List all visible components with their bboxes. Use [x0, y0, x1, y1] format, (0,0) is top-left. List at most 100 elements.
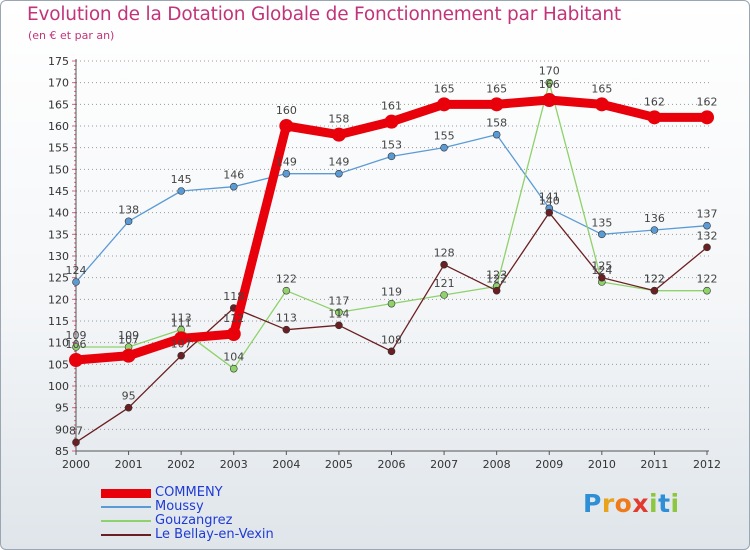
data-point [545, 208, 554, 217]
x-tick-label: 2001 [115, 458, 143, 471]
data-point [384, 114, 399, 129]
legend: COMMENY Moussy Gouzangrez Le Bellay-en-Vexi… [101, 486, 274, 542]
data-point [594, 97, 609, 112]
data-label: 109 [66, 329, 87, 342]
data-point [440, 143, 448, 152]
data-label: 145 [171, 173, 192, 186]
legend-item: Moussy [101, 500, 274, 514]
y-tick-label: 105 [48, 358, 69, 371]
data-label: 113 [171, 312, 192, 325]
data-point [440, 260, 448, 269]
data-point [647, 110, 662, 125]
data-label: 146 [223, 169, 244, 182]
data-label: 149 [328, 156, 349, 169]
legend-swatch [101, 520, 151, 522]
logo-letter: t [658, 489, 671, 518]
y-tick-label: 110 [48, 337, 69, 350]
y-tick-label: 95 [55, 402, 69, 415]
data-label: 109 [118, 329, 139, 342]
data-point [437, 97, 452, 112]
y-tick-label: 160 [48, 120, 69, 133]
data-point [331, 127, 346, 142]
data-point [72, 343, 80, 351]
chart-title: Evolution de la Dotation Globale de Fonc… [27, 4, 621, 25]
data-label: 125 [591, 260, 612, 273]
data-label: 136 [644, 212, 665, 225]
data-point [598, 273, 606, 282]
data-label: 123 [486, 268, 507, 281]
data-label: 162 [644, 95, 665, 108]
data-label: 119 [381, 286, 402, 299]
axes: 8590951001051101151201251301351401451501… [48, 55, 721, 471]
data-label: 117 [328, 294, 349, 307]
data-label: 128 [434, 247, 455, 260]
data-label: 155 [434, 130, 455, 143]
data-label: 170 [539, 65, 560, 78]
data-point [598, 230, 606, 239]
data-point [492, 130, 501, 139]
x-tick-label: 2010 [588, 458, 616, 471]
data-point [124, 217, 133, 226]
data-point [174, 331, 189, 346]
data-point [440, 291, 448, 299]
data-label: 111 [171, 316, 192, 329]
y-tick-label: 165 [48, 98, 69, 111]
data-label: 124 [66, 264, 87, 277]
data-point [229, 182, 238, 191]
data-label: 122 [697, 273, 718, 286]
data-label: 106 [66, 338, 87, 351]
data-point [69, 353, 83, 367]
logo-letter: r [601, 489, 615, 518]
data-label: 165 [591, 82, 612, 95]
data-label: 141 [539, 190, 560, 203]
data-label: 153 [381, 138, 402, 151]
data-labels: 106 107 111 112 160 158 161 165 165 166 165 162 162 1… [66, 65, 718, 438]
logo-letter: i [649, 489, 659, 518]
legend-swatch [101, 506, 151, 508]
y-tick-label: 130 [48, 250, 69, 263]
chart-subtitle: (en € et par an) [28, 29, 115, 42]
data-point [124, 403, 133, 412]
data-label: 161 [381, 100, 402, 113]
data-label: 122 [276, 273, 297, 286]
data-point [177, 351, 185, 360]
data-point [335, 321, 343, 330]
data-label: 104 [223, 351, 244, 364]
data-point [650, 226, 659, 234]
legend-swatch [101, 534, 151, 536]
data-point [335, 169, 343, 178]
data-label: 158 [486, 117, 507, 130]
data-label: 107 [118, 334, 139, 347]
data-label: 165 [486, 82, 507, 95]
data-label: 158 [328, 113, 349, 126]
x-tick-label: 2006 [378, 458, 406, 471]
y-tick-label: 145 [48, 185, 69, 198]
y-tick-label: 120 [48, 293, 69, 306]
data-point [121, 348, 136, 363]
x-tick-label: 2000 [62, 458, 90, 471]
data-point [72, 438, 80, 447]
data-label: 140 [539, 195, 560, 208]
data-label: 107 [171, 338, 192, 351]
y-tick-label: 135 [48, 228, 69, 241]
x-tick-label: 2011 [640, 458, 668, 471]
proxiti-logo: Proxiti [583, 489, 680, 518]
y-tick-label: 85 [55, 445, 69, 458]
data-label: 87 [69, 424, 83, 437]
data-label: 166 [539, 78, 560, 91]
data-point [387, 152, 396, 161]
y-tick-label: 140 [48, 207, 69, 220]
logo-letter: P [583, 489, 602, 518]
data-point [279, 119, 294, 133]
y-tick-label: 115 [48, 315, 69, 328]
data-point [489, 97, 504, 112]
logo-letter: o [614, 489, 633, 518]
x-tick-label: 2005 [325, 458, 353, 471]
logo-letter: x [632, 489, 649, 518]
y-tick-label: 125 [48, 272, 69, 285]
legend-item: COMMENY [101, 486, 274, 500]
data-point [492, 286, 501, 295]
x-tick-label: 2009 [535, 458, 563, 471]
x-tick-label: 2002 [167, 458, 195, 471]
